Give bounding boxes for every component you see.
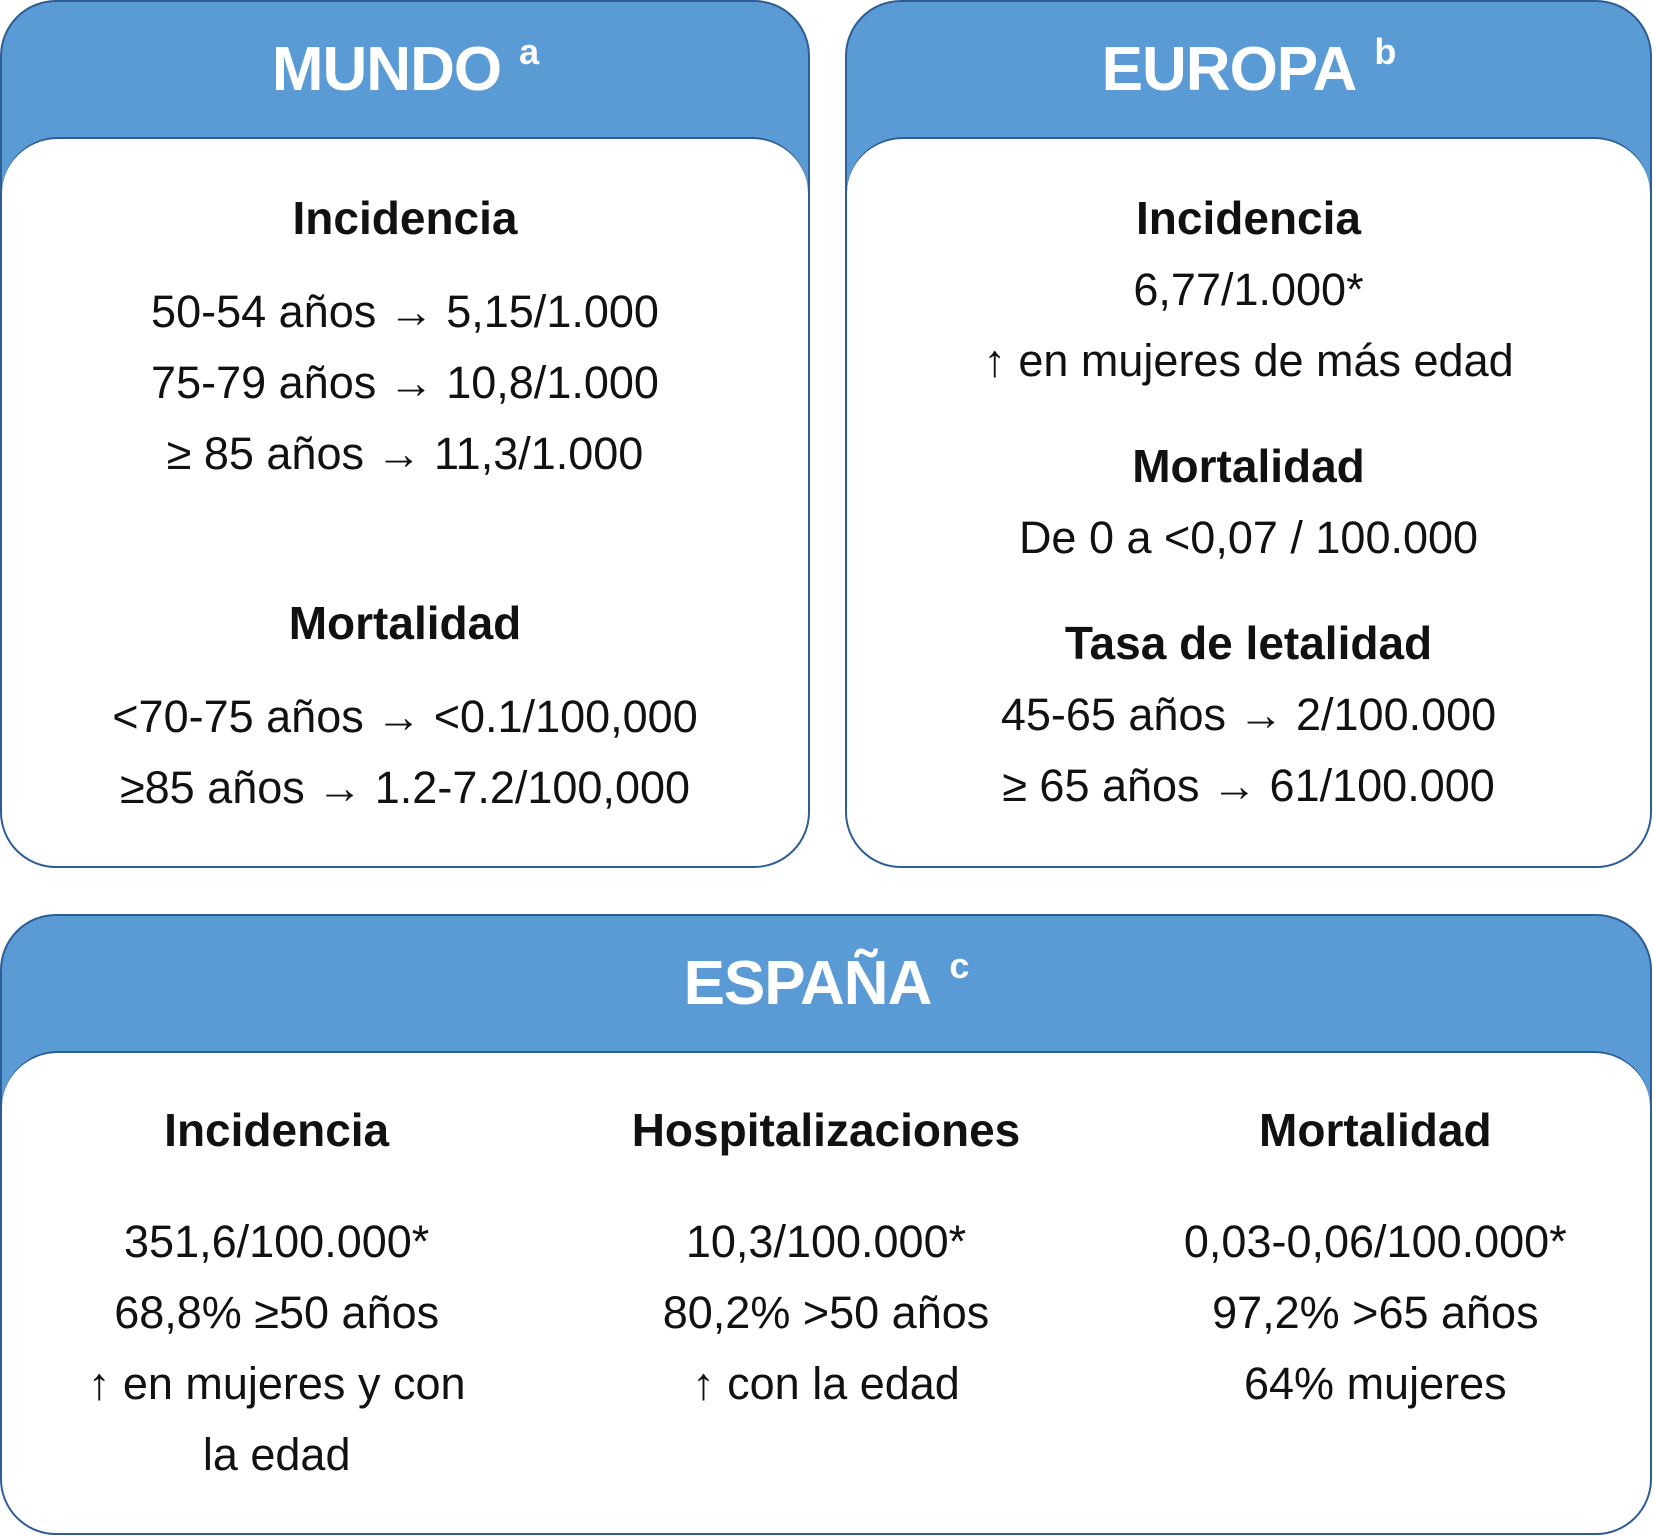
panel-header: ESPAÑA c	[2, 916, 1650, 1051]
section: Mortalidad 0,03-0,06/100.000* 97,2% >65 añ…	[1101, 1100, 1650, 1533]
panel-title: EUROPA	[1101, 35, 1358, 104]
panel-superscript: a	[519, 31, 539, 72]
section-line: 97,2% >65 años	[1212, 1287, 1539, 1338]
section: Incidencia 351,6/100.000* 68,8% ≥50 años ↑ …	[2, 1100, 551, 1533]
panel: MUNDO a Incidencia 50-54 años → 5,15/1.000 7…	[0, 0, 810, 868]
section-lines: 50-54 años → 5,15/1.000 75-79 años → 10,8…	[2, 276, 808, 489]
section-lines: 0,03-0,06/100.000* 97,2% >65 años 64% muje…	[1101, 1206, 1650, 1419]
section-line: ↑ en mujeres de más edad	[983, 335, 1514, 386]
section-heading: Mortalidad	[1259, 1104, 1492, 1156]
section-heading: Tasa de letalidad	[1064, 617, 1433, 669]
section-line: ≥ 65 años → 61/100.000	[1002, 760, 1495, 811]
section-lines: 351,6/100.000* 68,8% ≥50 años ↑ en mujeres…	[2, 1206, 551, 1490]
section: Incidencia 6,77/1.000* ↑ en mujeres de más…	[847, 188, 1650, 396]
section-line: 6,77/1.000*	[1133, 264, 1364, 315]
section-line: De 0 a <0,07 / 100.000	[1018, 512, 1479, 563]
section-lines: 45-65 años → 2/100.000 ≥ 65 años → 61/100…	[847, 679, 1650, 821]
section-line: 80,2% >50 años	[662, 1287, 990, 1338]
panel: ESPAÑA c Incidencia 351,6/100.000* 68,8% ≥50…	[0, 914, 1652, 1535]
panel-header: MUNDO a	[2, 2, 808, 137]
section-lines: De 0 a <0,07 / 100.000	[847, 502, 1650, 573]
section-line: 64% mujeres	[1244, 1358, 1507, 1409]
section: Tasa de letalidad 45-65 años → 2/100.000 ≥…	[847, 613, 1650, 821]
section-line: 75-79 años → 10,8/1.000	[151, 357, 659, 408]
section-heading: Hospitalizaciones	[631, 1104, 1021, 1156]
section-line: 45-65 años → 2/100.000	[1000, 689, 1497, 740]
section-line: 50-54 años → 5,15/1.000	[151, 286, 659, 337]
section-line: 351,6/100.000*	[124, 1216, 430, 1267]
panel-superscript: c	[949, 945, 969, 986]
section-lines: 10,3/100.000* 80,2% >50 años ↑ con la edad	[551, 1206, 1100, 1419]
section-line: ≥85 años → 1.2-7.2/100,000	[119, 762, 691, 813]
section-line: <70-75 años → <0.1/100,000	[112, 691, 698, 742]
section: Mortalidad De 0 a <0,07 / 100.000	[847, 436, 1650, 573]
section-line: 0,03-0,06/100.000*	[1183, 1216, 1567, 1267]
section-heading: Incidencia	[1136, 192, 1361, 244]
section-lines: 6,77/1.000* ↑ en mujeres de más edad	[847, 254, 1650, 396]
panel-title: MUNDO	[271, 35, 502, 104]
panel: EUROPA b Incidencia 6,77/1.000* ↑ en mujeres…	[845, 0, 1652, 868]
section-heading: Incidencia	[164, 1104, 390, 1156]
panel-title: ESPAÑA	[683, 949, 933, 1018]
section-line: 68,8% ≥50 años	[114, 1287, 440, 1338]
section: Incidencia 50-54 años → 5,15/1.000 75-79 a…	[2, 188, 808, 489]
section-lines: <70-75 años → <0.1/100,000 ≥85 años → 1.2…	[2, 681, 808, 823]
section-line: 10,3/100.000*	[685, 1216, 967, 1267]
section-heading: Mortalidad	[1132, 440, 1365, 492]
section-line: ↑ con la edad	[692, 1358, 960, 1409]
section-line: ≥ 85 años → 11,3/1.000	[166, 428, 644, 479]
panel-body: Incidencia 351,6/100.000* 68,8% ≥50 años ↑ …	[2, 1051, 1650, 1533]
panel-body: Incidencia 50-54 años → 5,15/1.000 75-79 a…	[2, 137, 808, 866]
section-heading: Incidencia	[292, 192, 518, 244]
section-line: ↑ en mujeres y con	[87, 1358, 466, 1409]
section-heading: Mortalidad	[288, 597, 522, 649]
panel-header: EUROPA b	[847, 2, 1650, 137]
section: Mortalidad <70-75 años → <0.1/100,000 ≥85 …	[2, 593, 808, 823]
panel-superscript: b	[1374, 31, 1396, 72]
section: Hospitalizaciones 10,3/100.000* 80,2% >50 …	[551, 1100, 1100, 1533]
panel-body: Incidencia 6,77/1.000* ↑ en mujeres de más…	[847, 137, 1650, 866]
section-line: la edad	[202, 1429, 351, 1480]
